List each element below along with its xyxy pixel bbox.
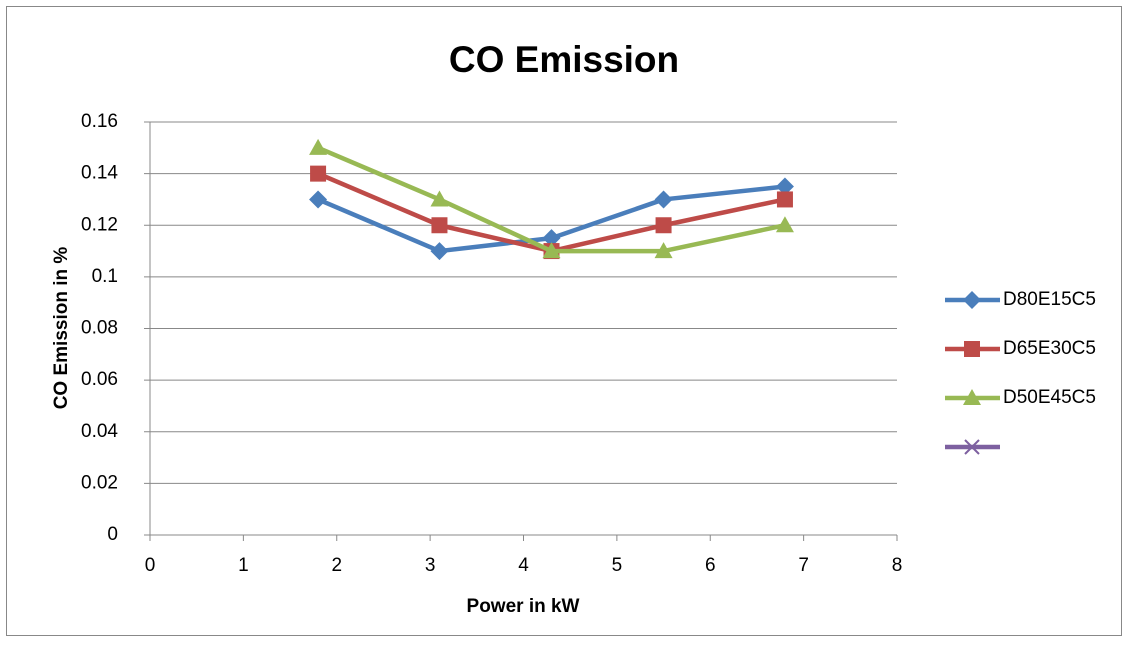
x-tick-label: 4 xyxy=(518,555,529,576)
legend-label: D65E30C5 xyxy=(1003,338,1096,359)
x-tick-label: 1 xyxy=(238,555,249,576)
marker xyxy=(542,242,561,259)
y-tick-label: 0 xyxy=(107,524,118,545)
marker xyxy=(654,190,673,209)
x-tick-label: 0 xyxy=(145,555,156,576)
marker xyxy=(654,242,673,259)
marker xyxy=(431,217,448,234)
x-tick-label: 2 xyxy=(331,555,342,576)
legend-label: D50E45C5 xyxy=(1003,387,1096,408)
marker xyxy=(775,216,794,233)
marker xyxy=(776,191,793,208)
marker xyxy=(430,190,449,207)
marker xyxy=(964,341,980,357)
marker xyxy=(309,190,328,209)
chart-border xyxy=(6,6,1122,636)
marker xyxy=(430,242,449,261)
marker xyxy=(963,291,981,309)
marker xyxy=(655,217,672,234)
marker xyxy=(309,138,328,155)
x-tick-label: 6 xyxy=(705,555,716,576)
legend-label: D80E15C5 xyxy=(1003,289,1096,310)
x-tick-label: 7 xyxy=(798,555,809,576)
y-tick-label: 0.06 xyxy=(81,369,118,390)
y-tick-label: 0.02 xyxy=(81,472,118,493)
marker xyxy=(964,439,980,455)
marker xyxy=(542,229,561,248)
y-tick-label: 0.08 xyxy=(81,318,118,339)
y-axis-label: CO Emission in % xyxy=(51,247,72,410)
y-tick-label: 0.1 xyxy=(92,266,118,287)
y-tick-label: 0.16 xyxy=(81,111,118,132)
x-tick-label: 8 xyxy=(892,555,903,576)
marker xyxy=(775,177,794,196)
x-tick-label: 3 xyxy=(425,555,436,576)
y-tick-label: 0.04 xyxy=(81,421,118,442)
x-axis-label: Power in kW xyxy=(467,596,580,617)
marker xyxy=(310,165,327,182)
chart-title: CO Emission xyxy=(449,39,679,80)
y-tick-label: 0.14 xyxy=(81,163,118,184)
x-tick-label: 5 xyxy=(612,555,623,576)
y-tick-label: 0.12 xyxy=(81,214,118,235)
marker xyxy=(963,389,981,405)
